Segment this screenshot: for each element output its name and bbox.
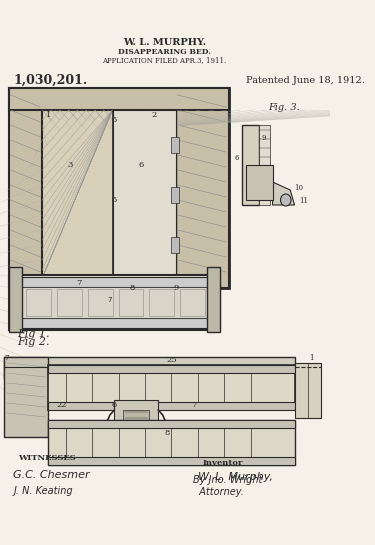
Bar bbox=[242, 125, 260, 205]
Bar bbox=[112, 110, 176, 278]
Bar bbox=[4, 357, 295, 379]
Text: J. N. Keating: J. N. Keating bbox=[13, 486, 73, 496]
Text: 7: 7 bbox=[76, 279, 82, 287]
Text: 8: 8 bbox=[164, 429, 170, 437]
Text: WITNESSES: WITNESSES bbox=[18, 454, 75, 462]
Bar bbox=[48, 420, 295, 428]
Bar bbox=[119, 289, 143, 316]
Text: G.C. Chesmer: G.C. Chesmer bbox=[13, 470, 90, 480]
Text: Inventor: Inventor bbox=[202, 459, 243, 467]
Bar bbox=[171, 187, 178, 203]
Bar bbox=[13, 277, 215, 287]
Text: 9: 9 bbox=[261, 134, 266, 142]
Bar bbox=[26, 289, 51, 316]
Circle shape bbox=[107, 295, 116, 305]
Text: 11: 11 bbox=[299, 197, 308, 205]
Text: W. L. Murphy,: W. L. Murphy, bbox=[198, 472, 273, 482]
Text: Fig 1.: Fig 1. bbox=[18, 329, 50, 339]
Bar bbox=[123, 410, 150, 430]
Polygon shape bbox=[268, 180, 295, 205]
Bar bbox=[207, 267, 220, 332]
Bar bbox=[295, 363, 321, 418]
Text: 6: 6 bbox=[138, 161, 143, 169]
Bar bbox=[9, 88, 42, 288]
Text: 1,030,201.: 1,030,201. bbox=[13, 74, 87, 87]
Text: 5: 5 bbox=[112, 196, 117, 204]
Text: 7: 7 bbox=[191, 401, 196, 409]
Bar bbox=[260, 125, 270, 205]
Bar bbox=[48, 365, 295, 373]
Text: Fig. 3.: Fig. 3. bbox=[268, 103, 300, 112]
Text: 2: 2 bbox=[151, 111, 156, 119]
Text: 6: 6 bbox=[235, 154, 239, 162]
Text: By Jno. Wright
  Attorney.: By Jno. Wright Attorney. bbox=[194, 475, 263, 497]
Text: 7: 7 bbox=[4, 354, 9, 362]
Bar bbox=[42, 110, 176, 278]
Bar bbox=[57, 289, 82, 316]
Circle shape bbox=[280, 194, 291, 206]
Bar bbox=[48, 365, 295, 410]
Text: APPLICATION FILED APR.3, 1911.: APPLICATION FILED APR.3, 1911. bbox=[102, 56, 226, 64]
Bar bbox=[9, 88, 229, 110]
Text: 8: 8 bbox=[129, 284, 135, 292]
Bar bbox=[150, 289, 174, 316]
Text: 25: 25 bbox=[166, 356, 177, 364]
Bar bbox=[4, 357, 48, 437]
Text: W. L. MURPHY.: W. L. MURPHY. bbox=[123, 38, 206, 46]
Bar bbox=[48, 420, 295, 465]
Bar bbox=[48, 457, 295, 465]
Bar bbox=[9, 88, 229, 288]
Text: 10: 10 bbox=[295, 184, 304, 192]
Bar bbox=[48, 402, 295, 410]
Text: 6: 6 bbox=[112, 401, 117, 409]
Text: 1: 1 bbox=[46, 111, 51, 119]
Bar bbox=[171, 137, 178, 153]
Text: 3: 3 bbox=[68, 161, 73, 169]
Bar bbox=[13, 318, 215, 328]
Bar bbox=[9, 267, 22, 332]
Bar bbox=[42, 110, 112, 278]
Bar bbox=[180, 289, 205, 316]
Text: 7: 7 bbox=[108, 297, 112, 303]
Text: Patented June 18, 1912.: Patented June 18, 1912. bbox=[246, 76, 365, 84]
Bar bbox=[246, 165, 273, 200]
Bar bbox=[88, 289, 112, 316]
Bar bbox=[13, 287, 215, 318]
Bar bbox=[114, 400, 158, 435]
Bar bbox=[9, 275, 220, 330]
Text: 5: 5 bbox=[112, 116, 117, 124]
Bar bbox=[171, 237, 178, 253]
Text: DISAPPEARING BED.: DISAPPEARING BED. bbox=[118, 48, 211, 56]
Text: 1: 1 bbox=[309, 354, 314, 362]
Text: 9: 9 bbox=[173, 284, 178, 292]
Bar bbox=[176, 88, 229, 288]
Text: 22: 22 bbox=[56, 401, 67, 409]
Text: Fig 2.: Fig 2. bbox=[18, 337, 50, 347]
